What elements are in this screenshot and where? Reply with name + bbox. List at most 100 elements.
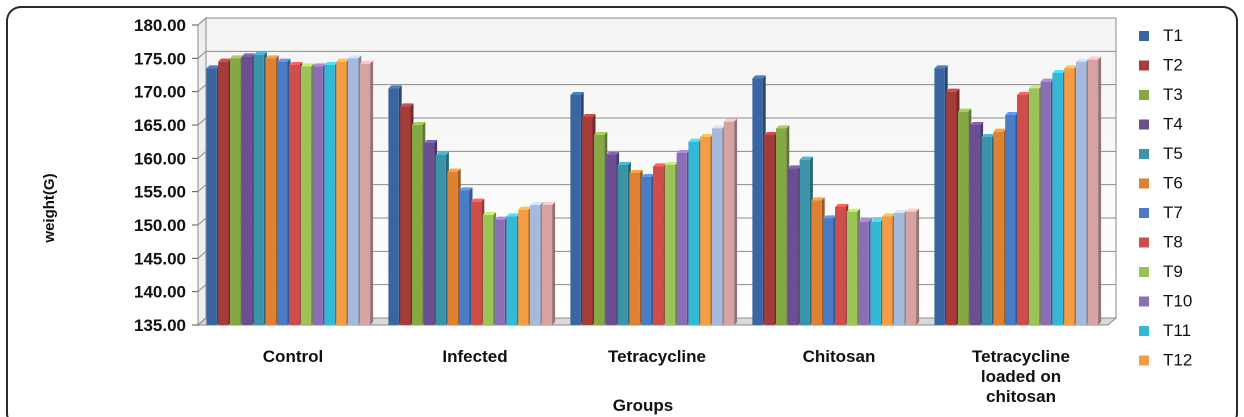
legend-label: T4 (1163, 115, 1183, 134)
bar (846, 208, 861, 325)
bar (1076, 58, 1090, 326)
y-tick-label: 135.00 (134, 316, 186, 335)
bar (336, 58, 350, 326)
x-tick-label: Tetracycline (608, 347, 706, 366)
y-tick-label: 150.00 (134, 216, 186, 235)
bar (712, 125, 726, 325)
bar (1017, 92, 1031, 325)
y-axis-label: weight(G) (41, 173, 58, 243)
y-tick-label: 180.00 (134, 16, 186, 35)
bar (570, 92, 584, 325)
bar (688, 138, 702, 325)
legend-label: T3 (1163, 85, 1183, 104)
bar (312, 63, 326, 325)
legend-item: T5 (1139, 144, 1183, 163)
bar (894, 210, 908, 325)
x-axis-ticks: Control Infected Tetracycline Chitosan Tetra… (263, 347, 1070, 406)
legend-label: T6 (1163, 174, 1183, 193)
bar (447, 168, 461, 325)
gridline (197, 150, 1116, 159)
legend-label: T8 (1163, 233, 1183, 252)
bar (629, 170, 643, 325)
gridline (197, 84, 1116, 93)
legend-item: T2 (1139, 56, 1183, 75)
bar (1064, 65, 1078, 325)
legend-item: T11 (1139, 321, 1191, 340)
bar (823, 215, 837, 325)
legend-label: T7 (1163, 203, 1183, 222)
legend-label: T12 (1163, 351, 1192, 370)
bar (594, 132, 608, 325)
legend-swatch (1139, 90, 1149, 100)
legend-swatch (1139, 326, 1149, 336)
legend-item: T4 (1139, 115, 1183, 134)
bar (958, 108, 972, 326)
legend-swatch (1139, 208, 1149, 218)
legend-swatch (1139, 267, 1149, 277)
bar (324, 62, 338, 325)
legend-swatch (1139, 119, 1149, 130)
gridline (197, 50, 1116, 59)
legend-swatch (1139, 31, 1149, 41)
legend-item: T10 (1139, 292, 1192, 311)
bar (905, 208, 920, 325)
bar (752, 75, 766, 325)
y-tick-label: 165.00 (134, 116, 186, 135)
legend-item: T1 (1139, 26, 1183, 45)
bar (993, 128, 1007, 325)
bar (653, 163, 667, 325)
bar (969, 122, 984, 325)
bar (241, 53, 256, 325)
bar (289, 62, 303, 325)
legend-item: T8 (1139, 233, 1183, 252)
bar (799, 156, 813, 325)
y-axis-ticks: 135.00 140.00 145.00 150.00 155.00 160.00 165.… (134, 16, 198, 335)
bar (776, 125, 790, 325)
legend-item: T12 (1139, 351, 1192, 370)
bar (605, 152, 620, 325)
legend-item: T6 (1139, 174, 1183, 193)
y-tick-label: 140.00 (134, 283, 186, 302)
legend-label: T5 (1163, 144, 1183, 163)
legend-item: T7 (1139, 203, 1183, 222)
bar (882, 213, 896, 325)
bar (482, 212, 497, 325)
bar (617, 162, 631, 325)
x-axis-label: Groups (613, 396, 673, 415)
bar (435, 152, 449, 325)
y-tick-label: 155.00 (134, 183, 186, 202)
bar (723, 118, 738, 326)
y-tick-label: 170.00 (134, 83, 186, 102)
bar (1052, 70, 1066, 325)
bar (641, 174, 655, 325)
legend-swatch (1139, 355, 1149, 366)
bar (412, 122, 426, 325)
gridlines (197, 17, 1116, 326)
legend-swatch (1139, 178, 1149, 189)
bar (811, 197, 825, 325)
bar (206, 65, 220, 325)
bar (676, 150, 690, 325)
legend-label: T2 (1163, 56, 1183, 75)
legend-swatch (1139, 237, 1149, 248)
legend-label: T11 (1163, 321, 1191, 340)
gridline (197, 17, 1116, 26)
bar (518, 206, 532, 325)
bar (530, 202, 544, 325)
bar (423, 140, 438, 325)
bar (934, 65, 948, 325)
legend-item: T3 (1139, 85, 1183, 104)
legend-label: T1 (1163, 26, 1183, 45)
bar (981, 134, 995, 325)
bar (471, 198, 485, 325)
bar (700, 134, 714, 325)
bar (348, 55, 362, 325)
bar (388, 85, 402, 325)
bar (253, 52, 267, 325)
bar (494, 216, 508, 325)
bar (300, 63, 315, 325)
bars (206, 52, 1102, 326)
bar (582, 114, 596, 325)
gridline (197, 117, 1116, 126)
